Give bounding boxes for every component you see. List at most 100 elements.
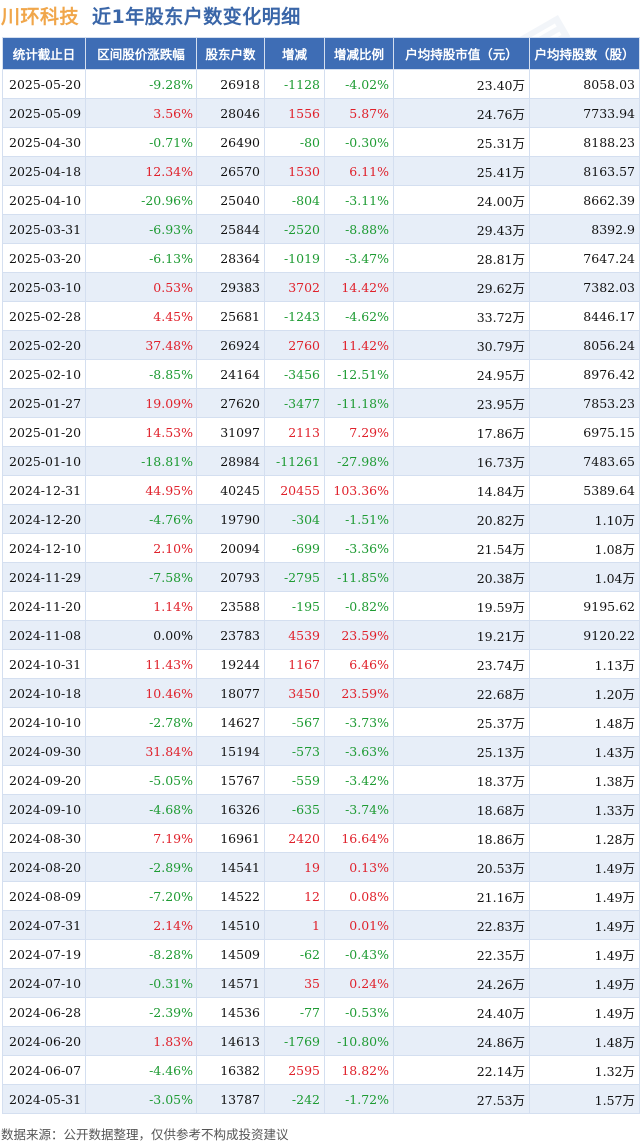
cell-date: 2024-09-20 xyxy=(2,765,86,795)
cell-holders: 16326 xyxy=(196,794,265,824)
table-row: 2025-05-09 3.56% 28046 1556 5.87% 24.76万 7733.… xyxy=(2,98,640,128)
cell-avg-shares: 9120.22 xyxy=(529,620,640,650)
cell-date: 2024-09-10 xyxy=(2,794,86,824)
cell-change-pct: 18.82% xyxy=(324,1055,394,1085)
cell-holders: 25681 xyxy=(196,301,265,331)
cell-avg-shares: 1.49万 xyxy=(529,852,640,882)
cell-change: -1128 xyxy=(264,69,325,99)
cell-date: 2024-06-28 xyxy=(2,997,86,1027)
cell-holders: 28046 xyxy=(196,98,265,128)
cell-date: 2025-01-10 xyxy=(2,446,86,476)
cell-change-pct: -3.42% xyxy=(324,765,394,795)
footer-note: 数据来源：公开数据整理，仅供参考不构成投资建议 xyxy=(1,1127,289,1142)
cell-avg-value: 20.82万 xyxy=(393,504,530,534)
cell-avg-value: 33.72万 xyxy=(393,301,530,331)
cell-price-change: 2.14% xyxy=(85,910,197,940)
table-row: 2024-09-30 31.84% 15194 -573 -3.63% 25.13万 1.4… xyxy=(2,736,640,766)
cell-change: -699 xyxy=(264,533,325,563)
cell-change: 1167 xyxy=(264,649,325,679)
cell-change-pct: -3.11% xyxy=(324,185,394,215)
table-row: 2024-12-20 -4.76% 19790 -304 -1.51% 20.82万 1.1… xyxy=(2,504,640,534)
cell-price-change: -4.68% xyxy=(85,794,197,824)
cell-change-pct: -1.51% xyxy=(324,504,394,534)
cell-holders: 28364 xyxy=(196,243,265,273)
cell-holders: 19790 xyxy=(196,504,265,534)
cell-holders: 14627 xyxy=(196,707,265,737)
cell-date: 2025-01-20 xyxy=(2,417,86,447)
table-row: 2024-05-31 -3.05% 13787 -242 -1.72% 27.53万 1.5… xyxy=(2,1084,640,1114)
cell-change: 3702 xyxy=(264,272,325,302)
cell-avg-shares: 7733.94 xyxy=(529,98,640,128)
cell-change-pct: 7.29% xyxy=(324,417,394,447)
cell-avg-value: 24.76万 xyxy=(393,98,530,128)
cell-avg-shares: 1.49万 xyxy=(529,939,640,969)
cell-change-pct: 0.08% xyxy=(324,881,394,911)
cell-price-change: 2.10% xyxy=(85,533,197,563)
table-row: 2025-02-10 -8.85% 24164 -3456 -12.51% 24.95万 8… xyxy=(2,359,640,389)
cell-price-change: 3.56% xyxy=(85,98,197,128)
cell-holders: 19244 xyxy=(196,649,265,679)
cell-date: 2025-04-30 xyxy=(2,127,86,157)
cell-date: 2025-03-20 xyxy=(2,243,86,273)
table-row: 2025-02-20 37.48% 26924 2760 11.42% 30.79万 805… xyxy=(2,330,640,360)
cell-avg-value: 14.84万 xyxy=(393,475,530,505)
cell-change-pct: -11.18% xyxy=(324,388,394,418)
cell-change: -567 xyxy=(264,707,325,737)
cell-avg-shares: 8056.24 xyxy=(529,330,640,360)
cell-holders: 14541 xyxy=(196,852,265,882)
cell-avg-value: 21.16万 xyxy=(393,881,530,911)
cell-holders: 26490 xyxy=(196,127,265,157)
cell-price-change: -4.76% xyxy=(85,504,197,534)
cell-date: 2025-02-20 xyxy=(2,330,86,360)
cell-change-pct: -3.36% xyxy=(324,533,394,563)
table-row: 2024-06-20 1.83% 14613 -1769 -10.80% 24.86万 1.… xyxy=(2,1026,640,1056)
page-title: 近1年股东户数变化明细 xyxy=(92,6,301,28)
cell-holders: 27620 xyxy=(196,388,265,418)
cell-holders: 14510 xyxy=(196,910,265,940)
cell-change-pct: 6.11% xyxy=(324,156,394,186)
table-row: 2024-06-07 -4.46% 16382 2595 18.82% 22.14万 1.3… xyxy=(2,1055,640,1085)
cell-avg-shares: 1.04万 xyxy=(529,562,640,592)
table-row: 2024-07-31 2.14% 14510 1 0.01% 22.83万 1.49万 xyxy=(2,910,640,940)
cell-holders: 28984 xyxy=(196,446,265,476)
cell-holders: 14536 xyxy=(196,997,265,1027)
cell-change-pct: 0.24% xyxy=(324,968,394,998)
cell-price-change: 12.34% xyxy=(85,156,197,186)
cell-price-change: 1.83% xyxy=(85,1026,197,1056)
cell-avg-shares: 1.43万 xyxy=(529,736,640,766)
cell-avg-value: 23.95万 xyxy=(393,388,530,418)
cell-price-change: -6.93% xyxy=(85,214,197,244)
cell-change-pct: 5.87% xyxy=(324,98,394,128)
cell-change-pct: -11.85% xyxy=(324,562,394,592)
cell-change-pct: -12.51% xyxy=(324,359,394,389)
table-body: 2025-05-20 -9.28% 26918 -1128 -4.02% 23.40万 80… xyxy=(2,69,640,1114)
cell-date: 2024-08-30 xyxy=(2,823,86,853)
cell-avg-value: 25.13万 xyxy=(393,736,530,766)
shareholder-table: 统计截止日 区间股价涨跌幅 股东户数 增减 增减比例 户均持股市值（元） 户均持… xyxy=(2,37,640,1114)
cell-avg-shares: 1.49万 xyxy=(529,881,640,911)
cell-change-pct: -0.53% xyxy=(324,997,394,1027)
cell-date: 2024-06-20 xyxy=(2,1026,86,1056)
cell-avg-shares: 7647.24 xyxy=(529,243,640,273)
table-row: 2024-11-29 -7.58% 20793 -2795 -11.85% 20.38万 1… xyxy=(2,562,640,592)
cell-date: 2024-07-31 xyxy=(2,910,86,940)
cell-price-change: -0.71% xyxy=(85,127,197,157)
cell-change: -2520 xyxy=(264,214,325,244)
cell-avg-value: 25.31万 xyxy=(393,127,530,157)
cell-avg-shares: 8163.57 xyxy=(529,156,640,186)
cell-avg-value: 24.00万 xyxy=(393,185,530,215)
cell-date: 2025-01-27 xyxy=(2,388,86,418)
table-row: 2025-01-27 19.09% 27620 -3477 -11.18% 23.95万 7… xyxy=(2,388,640,418)
cell-avg-value: 24.26万 xyxy=(393,968,530,998)
cell-change: 2760 xyxy=(264,330,325,360)
cell-date: 2024-11-08 xyxy=(2,620,86,650)
cell-avg-value: 22.35万 xyxy=(393,939,530,969)
cell-change-pct: -3.74% xyxy=(324,794,394,824)
cell-change: -77 xyxy=(264,997,325,1027)
cell-holders: 20094 xyxy=(196,533,265,563)
cell-avg-shares: 1.49万 xyxy=(529,968,640,998)
table-row: 2025-05-20 -9.28% 26918 -1128 -4.02% 23.40万 80… xyxy=(2,69,640,99)
col-header-date: 统计截止日 xyxy=(2,37,86,70)
cell-avg-shares: 1.38万 xyxy=(529,765,640,795)
cell-avg-shares: 1.32万 xyxy=(529,1055,640,1085)
